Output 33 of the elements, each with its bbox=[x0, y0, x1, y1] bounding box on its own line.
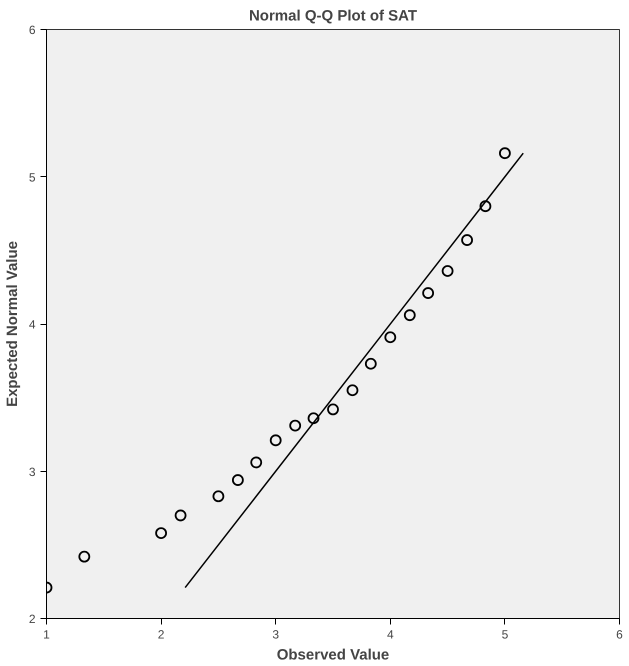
point bbox=[308, 412, 320, 424]
y-tick-label: 4 bbox=[28, 318, 36, 332]
point bbox=[270, 434, 282, 446]
x-tick-label: 6 bbox=[616, 628, 624, 642]
point bbox=[480, 200, 492, 212]
x-tick-label: 1 bbox=[43, 628, 50, 642]
x-tick-label: 4 bbox=[386, 628, 394, 642]
point bbox=[327, 404, 339, 416]
point bbox=[404, 309, 416, 322]
point bbox=[250, 456, 262, 468]
x-tick-label: 5 bbox=[502, 628, 509, 642]
y-tick-label: 5 bbox=[28, 170, 36, 184]
point bbox=[422, 287, 434, 299]
point bbox=[364, 358, 377, 370]
point bbox=[442, 265, 454, 277]
y-tick-label: 6 bbox=[28, 23, 36, 37]
point bbox=[174, 510, 186, 522]
point bbox=[499, 147, 511, 160]
point bbox=[155, 527, 167, 539]
x-tick-label: 2 bbox=[158, 628, 165, 642]
point bbox=[78, 550, 90, 563]
point bbox=[461, 234, 473, 246]
chart-title: Normal Q-Q Plot of SAT bbox=[248, 8, 418, 24]
y-tick-label: 2 bbox=[28, 612, 36, 626]
point bbox=[346, 384, 358, 396]
x-axis-title: Observed Value bbox=[276, 646, 390, 664]
point bbox=[289, 420, 302, 432]
point bbox=[384, 331, 396, 344]
point bbox=[212, 490, 224, 502]
y-tick-label: 3 bbox=[28, 464, 36, 479]
point bbox=[232, 474, 244, 486]
y-axis-title: Expected Normal Value bbox=[4, 241, 21, 407]
x-tick-label: 3 bbox=[272, 628, 280, 642]
